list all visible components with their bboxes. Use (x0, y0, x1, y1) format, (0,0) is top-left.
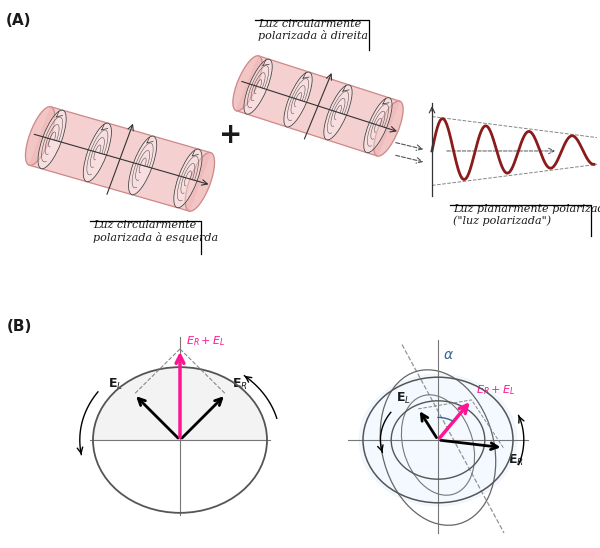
Ellipse shape (185, 152, 215, 211)
Text: Luz circularmente
polarizada à direita: Luz circularmente polarizada à direita (258, 19, 368, 41)
Ellipse shape (244, 59, 272, 114)
Ellipse shape (364, 98, 392, 153)
Circle shape (359, 374, 517, 506)
Text: $\alpha$: $\alpha$ (443, 347, 454, 362)
Ellipse shape (128, 136, 157, 195)
Ellipse shape (174, 149, 202, 208)
Text: (A): (A) (6, 13, 32, 28)
Text: $E_R+E_L$: $E_R+E_L$ (186, 334, 225, 348)
Ellipse shape (233, 56, 262, 111)
Text: $E_R+E_L$: $E_R+E_L$ (476, 384, 515, 397)
Text: +: + (220, 121, 242, 149)
Ellipse shape (324, 85, 352, 140)
Polygon shape (236, 56, 400, 156)
Ellipse shape (25, 107, 55, 165)
Text: Luz circularmente
polarizada à esquerda: Luz circularmente polarizada à esquerda (93, 220, 218, 243)
Text: Luz planarmente polarizada
("luz polarizada"): Luz planarmente polarizada ("luz polariz… (453, 204, 600, 226)
Ellipse shape (284, 72, 312, 127)
Ellipse shape (38, 110, 66, 169)
Ellipse shape (374, 101, 403, 156)
Text: $\mathbf{E}_L$: $\mathbf{E}_L$ (109, 376, 124, 392)
Polygon shape (29, 107, 211, 211)
Ellipse shape (83, 123, 112, 182)
Polygon shape (93, 367, 267, 440)
Text: $\mathbf{E}_R$: $\mathbf{E}_R$ (232, 376, 248, 392)
Text: $\mathbf{E}_R$: $\mathbf{E}_R$ (508, 453, 524, 468)
Text: $\mathbf{E}_L$: $\mathbf{E}_L$ (396, 391, 411, 407)
Text: (B): (B) (7, 319, 32, 334)
